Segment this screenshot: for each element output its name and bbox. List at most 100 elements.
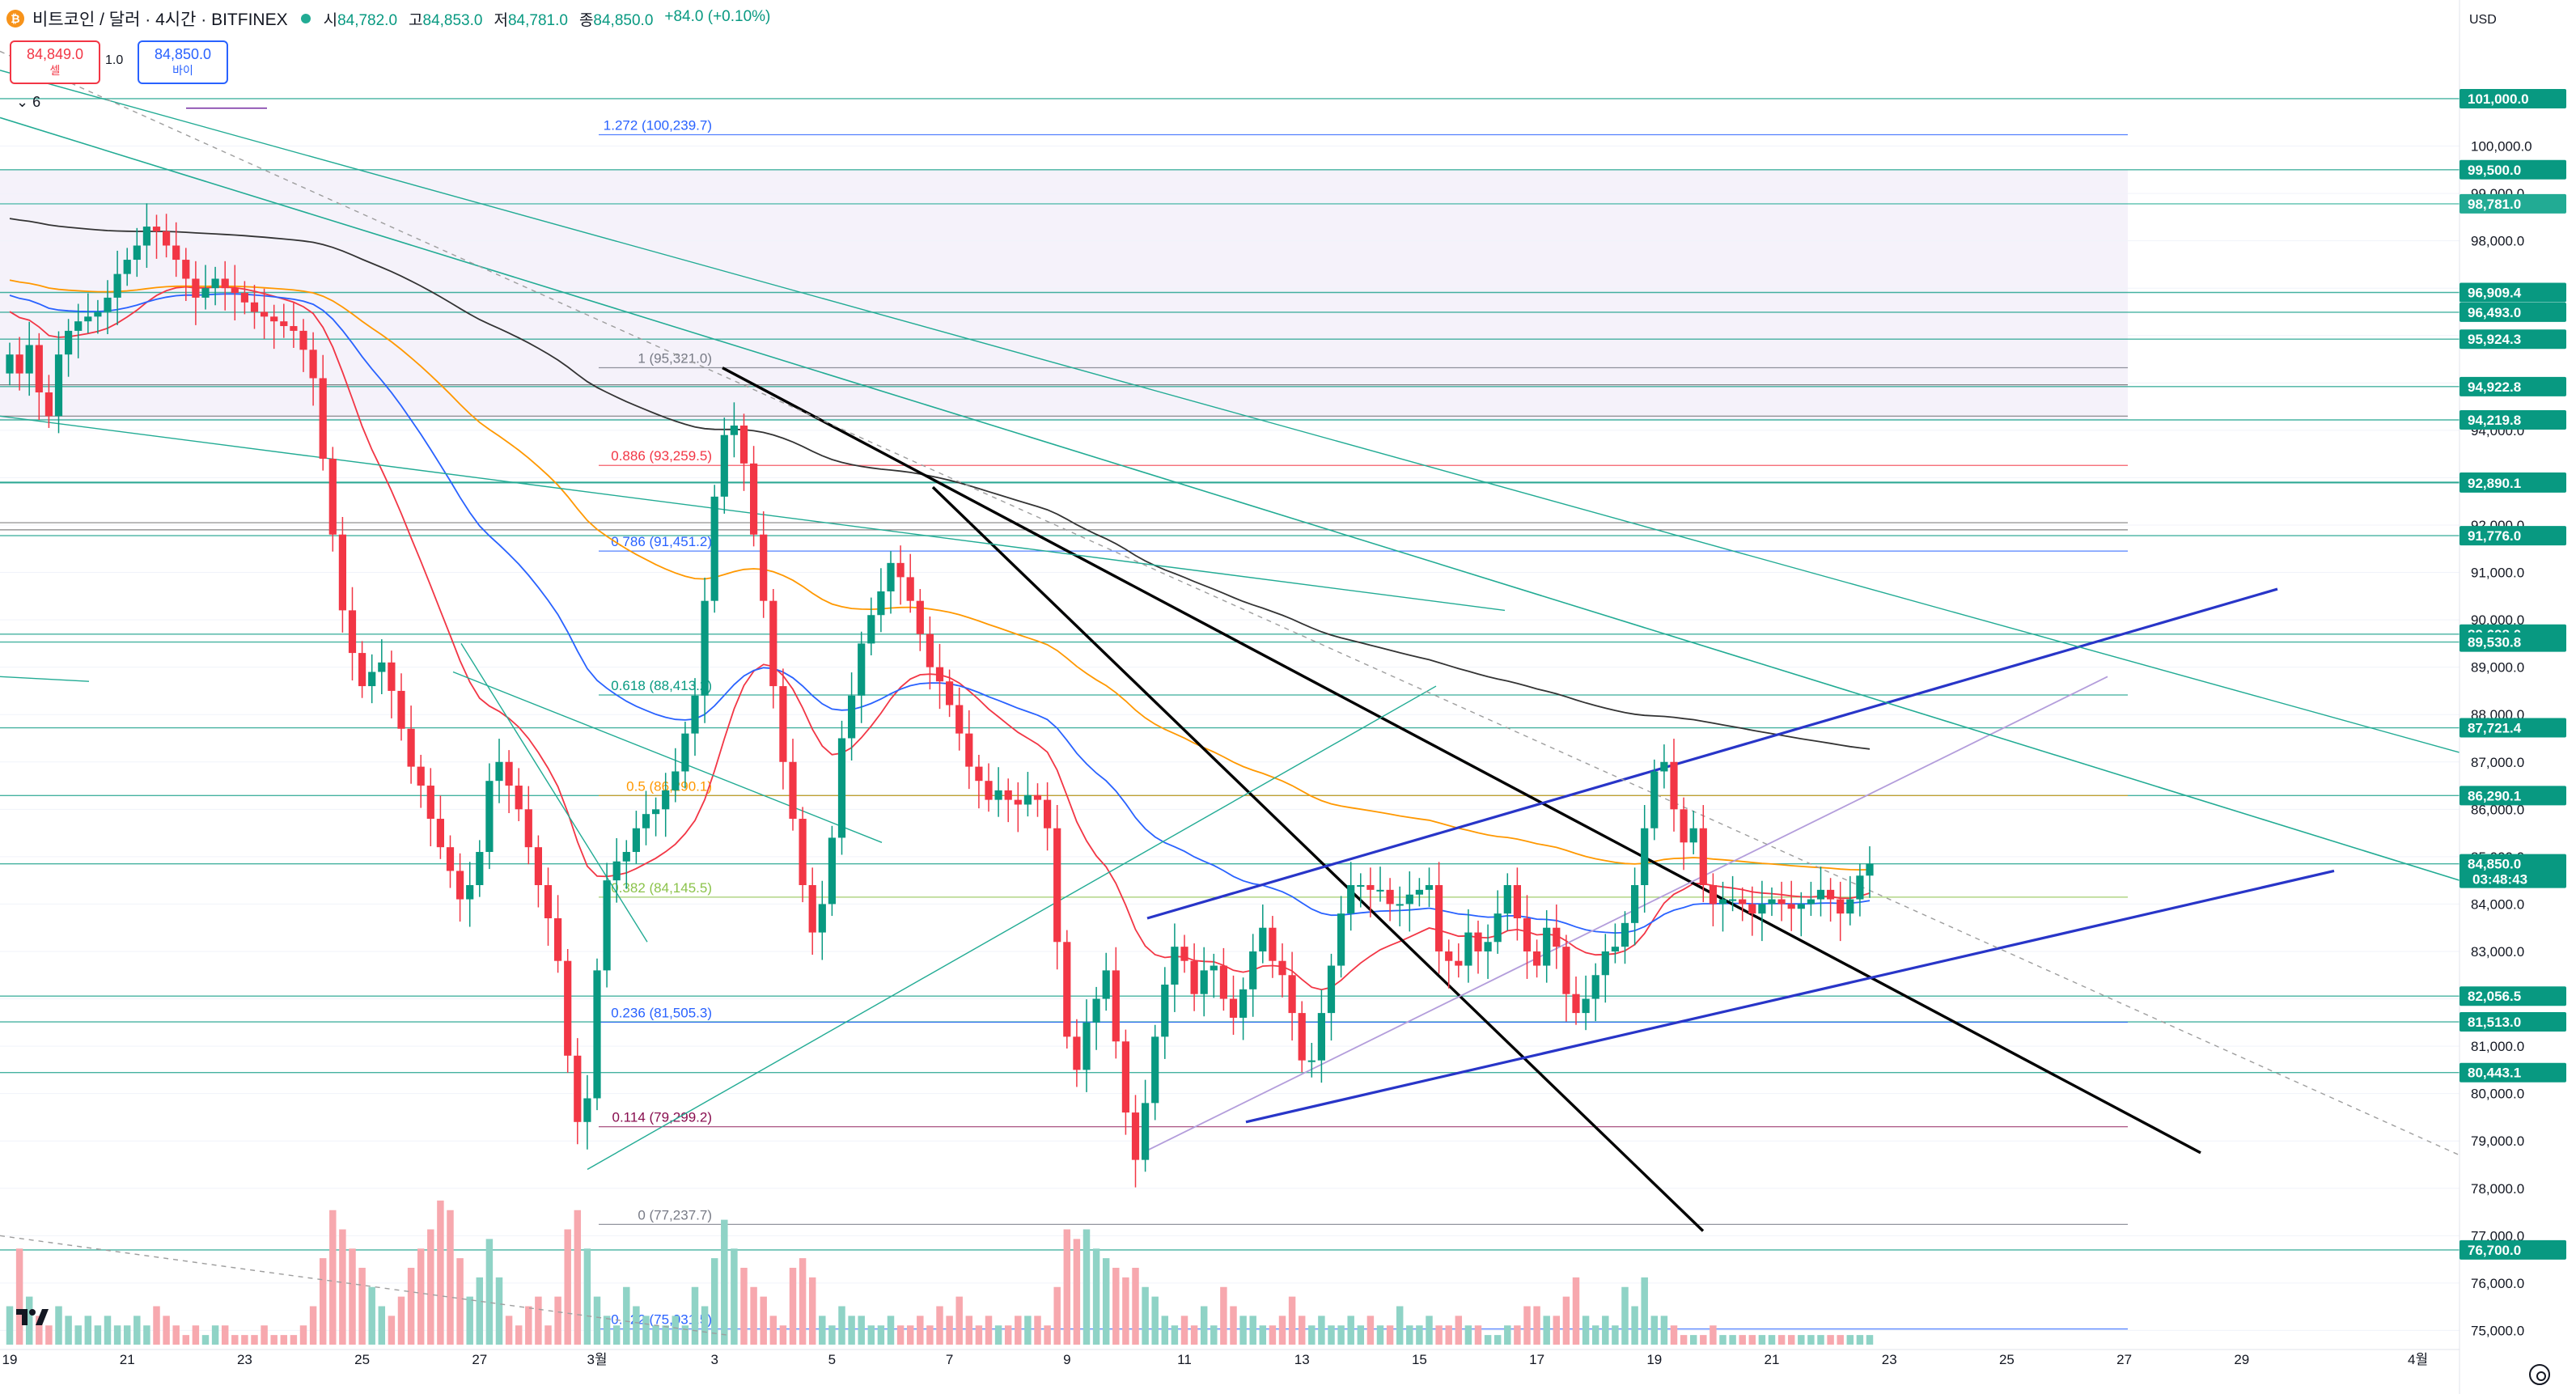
- candle-body[interactable]: [1259, 927, 1267, 951]
- candle-body[interactable]: [1102, 970, 1110, 999]
- candle-body[interactable]: [887, 562, 895, 591]
- candle-body[interactable]: [1787, 904, 1795, 909]
- candle-body[interactable]: [1846, 899, 1854, 914]
- trendline-dashed[interactable]: [0, 1235, 729, 1336]
- candle-body[interactable]: [436, 819, 444, 848]
- trendline-teal[interactable]: [0, 117, 2460, 881]
- candle-body[interactable]: [1591, 975, 1599, 999]
- candle-body[interactable]: [133, 245, 141, 261]
- candle-body[interactable]: [1269, 927, 1277, 961]
- candle-body[interactable]: [1151, 1036, 1159, 1104]
- channel-mid[interactable]: [1146, 676, 2108, 1151]
- trendline-teal[interactable]: [452, 671, 883, 843]
- candle-body[interactable]: [1445, 951, 1453, 961]
- candle-body[interactable]: [1611, 947, 1619, 951]
- candle-body[interactable]: [691, 695, 699, 734]
- candle-body[interactable]: [1357, 885, 1365, 888]
- candle-body[interactable]: [544, 885, 553, 918]
- candle-body[interactable]: [955, 705, 964, 734]
- candle-body[interactable]: [524, 809, 532, 848]
- candle-body[interactable]: [84, 316, 92, 322]
- ema-line-100[interactable]: [9, 279, 1871, 871]
- candle-body[interactable]: [35, 345, 43, 393]
- candle-body[interactable]: [1493, 913, 1502, 943]
- candle-body[interactable]: [1582, 998, 1590, 1014]
- candle-body[interactable]: [1327, 965, 1336, 1014]
- candle-body[interactable]: [1689, 828, 1697, 843]
- candle-body[interactable]: [652, 809, 660, 815]
- candle-body[interactable]: [1249, 951, 1257, 989]
- candle-body[interactable]: [1729, 899, 1737, 901]
- candle-body[interactable]: [828, 837, 836, 905]
- candle-body[interactable]: [1337, 913, 1345, 966]
- candle-body[interactable]: [368, 672, 376, 687]
- candle-body[interactable]: [250, 302, 259, 312]
- candle-body[interactable]: [290, 326, 298, 331]
- candle-body[interactable]: [1748, 904, 1756, 914]
- candle-body[interactable]: [211, 278, 219, 289]
- candle-body[interactable]: [867, 615, 875, 644]
- candle-body[interactable]: [25, 345, 33, 374]
- candle-body[interactable]: [896, 562, 905, 578]
- candle-body[interactable]: [456, 871, 464, 900]
- candle-body[interactable]: [358, 653, 366, 687]
- candle-body[interactable]: [583, 1098, 591, 1122]
- gear-icon[interactable]: [2529, 1364, 2550, 1385]
- trendline-teal[interactable]: [0, 70, 2460, 753]
- candle-body[interactable]: [407, 728, 415, 767]
- candle-body[interactable]: [231, 288, 239, 294]
- candle-body[interactable]: [1278, 960, 1286, 976]
- trendline-teal[interactable]: [0, 676, 90, 682]
- candle-body[interactable]: [1777, 899, 1786, 905]
- candle-body[interactable]: [182, 260, 190, 279]
- candle-body[interactable]: [1484, 942, 1492, 951]
- candle-body[interactable]: [270, 316, 278, 322]
- candle-body[interactable]: [328, 459, 337, 535]
- candle-body[interactable]: [280, 321, 288, 327]
- candle-body[interactable]: [1650, 771, 1659, 828]
- candle-body[interactable]: [505, 761, 513, 786]
- candle-body[interactable]: [1816, 889, 1825, 900]
- candle-body[interactable]: [906, 577, 914, 601]
- candle-body[interactable]: [221, 278, 229, 289]
- candle-body[interactable]: [1533, 951, 1541, 966]
- candle-body[interactable]: [1347, 885, 1355, 914]
- candle-body[interactable]: [730, 426, 738, 435]
- candle-body[interactable]: [1180, 947, 1188, 961]
- candle-body[interactable]: [946, 681, 954, 705]
- candle-body[interactable]: [1376, 889, 1384, 892]
- symbol-title[interactable]: 비트코인 / 달러 · 4시간 · BITFINEX: [32, 11, 288, 29]
- trendline-dashed[interactable]: [0, 50, 2460, 1156]
- candle-body[interactable]: [858, 643, 866, 696]
- candle-body[interactable]: [1063, 942, 1071, 1037]
- candle-body[interactable]: [593, 970, 601, 1099]
- candle-body[interactable]: [769, 600, 777, 687]
- candle-body[interactable]: [152, 227, 161, 231]
- candle-body[interactable]: [1523, 917, 1532, 951]
- candle-body[interactable]: [476, 852, 484, 886]
- candle-body[interactable]: [192, 278, 200, 298]
- candle-body[interactable]: [574, 1055, 582, 1122]
- candle-body[interactable]: [1660, 761, 1668, 772]
- candle-body[interactable]: [818, 904, 826, 933]
- candle-body[interactable]: [1572, 994, 1580, 1014]
- candle-body[interactable]: [1112, 970, 1120, 1042]
- candle-body[interactable]: [1621, 922, 1629, 947]
- candle-body[interactable]: [848, 695, 856, 739]
- candle-body[interactable]: [1758, 904, 1766, 914]
- candle-body[interactable]: [1739, 899, 1747, 905]
- candle-body[interactable]: [534, 847, 542, 886]
- candle-body[interactable]: [163, 231, 171, 246]
- candle-body[interactable]: [1670, 761, 1678, 810]
- candle-body[interactable]: [808, 885, 816, 933]
- candle-body[interactable]: [495, 761, 503, 782]
- candle-body[interactable]: [603, 880, 611, 971]
- candle-body[interactable]: [1219, 965, 1227, 999]
- candle-body[interactable]: [1307, 1060, 1316, 1062]
- candle-body[interactable]: [1513, 885, 1521, 918]
- candle-body[interactable]: [94, 311, 102, 317]
- candle-body[interactable]: [348, 610, 357, 654]
- channel-lower[interactable]: [1245, 869, 2335, 1124]
- candle-body[interactable]: [612, 861, 621, 881]
